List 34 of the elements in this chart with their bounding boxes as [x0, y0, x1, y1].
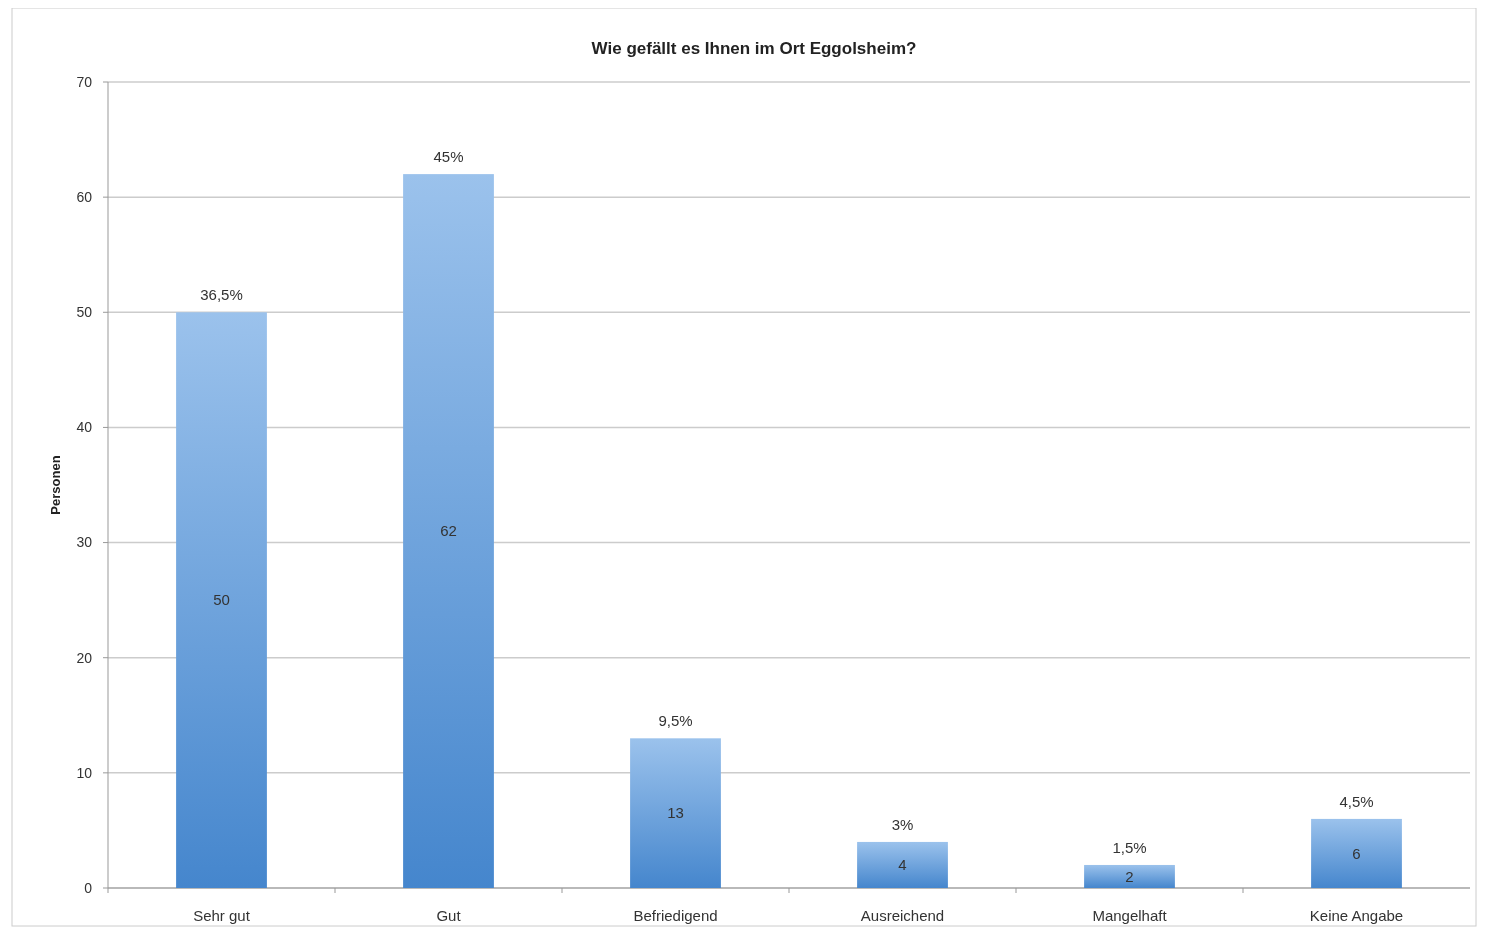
- annotation: 45%: [433, 148, 464, 166]
- y-axis-title: Personen: [48, 455, 63, 515]
- bar: [630, 738, 721, 888]
- bar: [1084, 864, 1175, 888]
- y-tick-label: 40: [76, 419, 93, 436]
- data-label: 50: [213, 591, 230, 609]
- x-tick-label: Befriedigend: [633, 907, 718, 924]
- y-tick-label: 0: [84, 879, 93, 896]
- data-label: 4: [898, 856, 907, 874]
- y-tick-label: 60: [76, 189, 93, 206]
- annotation: 9,5%: [658, 712, 693, 730]
- data-label: 2: [1125, 867, 1134, 885]
- data-label: 13: [667, 804, 684, 822]
- bar: [176, 312, 267, 888]
- y-tick-label: 50: [76, 304, 93, 321]
- x-tick-label: Keine Angabe: [1309, 907, 1404, 924]
- y-tick-label: 30: [76, 534, 93, 551]
- bar: [1311, 818, 1402, 888]
- x-tick-label: Sehr gut: [193, 907, 251, 924]
- annotation: 4,5%: [1339, 792, 1374, 810]
- annotation: 1,5%: [1112, 838, 1147, 856]
- x-tick-label: Mangelhaft: [1092, 907, 1168, 924]
- annotation: 36,5%: [200, 286, 243, 304]
- y-tick-label: 20: [76, 649, 93, 666]
- annotation: 3%: [891, 815, 914, 833]
- data-label: 6: [1352, 844, 1361, 862]
- x-tick-label: Gut: [436, 907, 462, 924]
- x-tick-label: Ausreichend: [860, 907, 945, 924]
- bar: [857, 841, 948, 888]
- y-tick-label: 70: [76, 73, 93, 90]
- chart-title: Wie gefällt es Ihnen im Ort Eggolsheim?: [591, 39, 917, 58]
- y-tick-label: 10: [76, 764, 93, 781]
- data-label: 62: [440, 522, 457, 540]
- bar: [403, 174, 494, 888]
